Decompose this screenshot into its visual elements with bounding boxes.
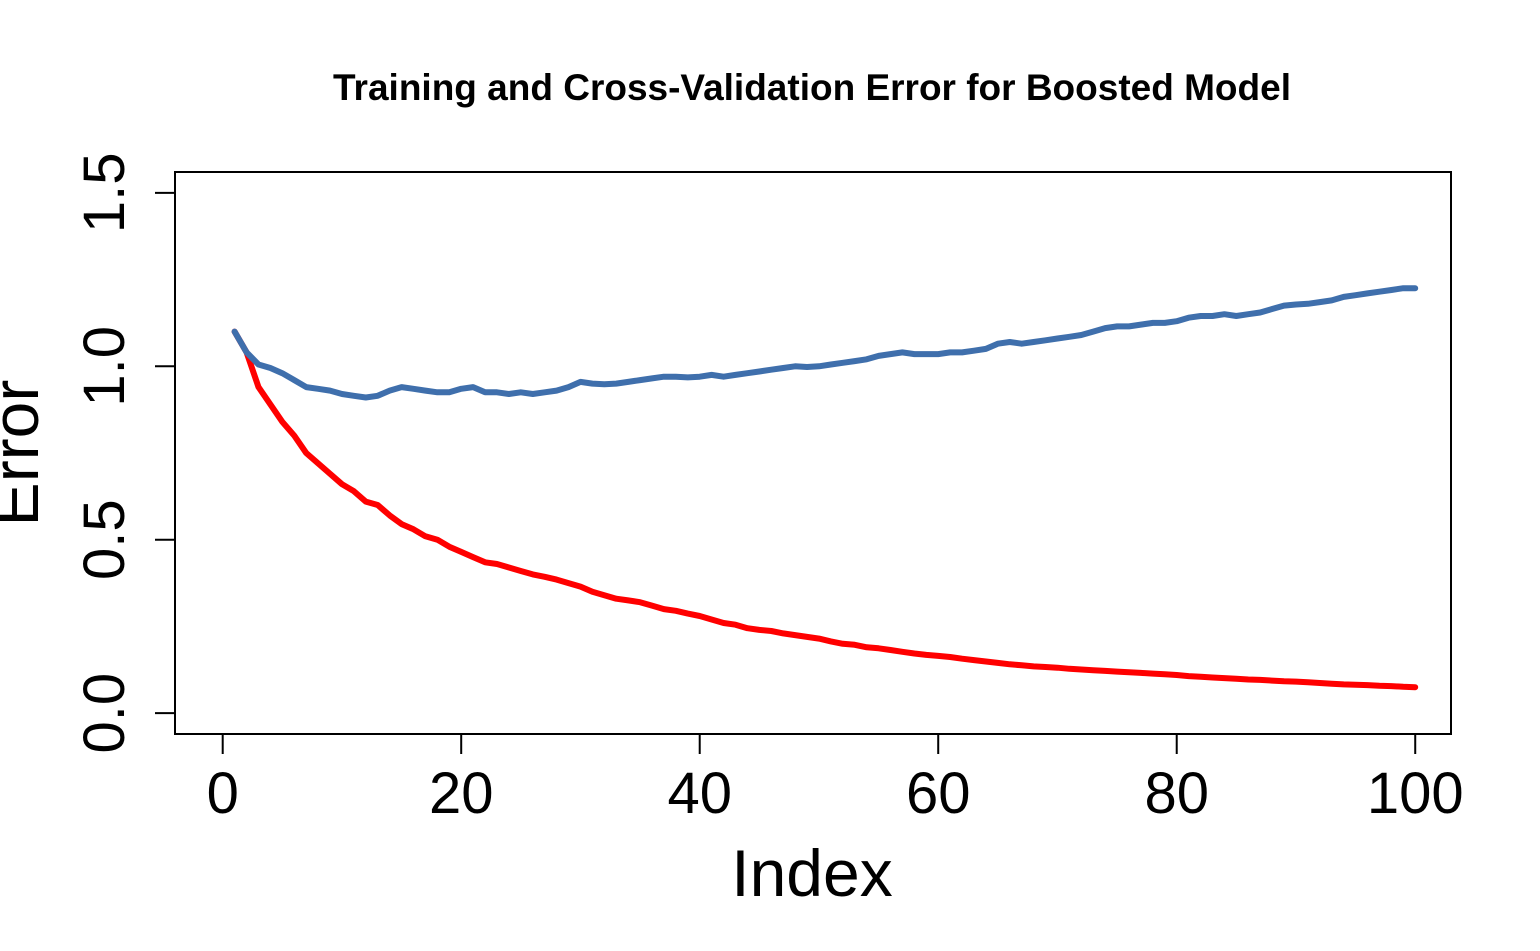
- x-tick-label: 60: [906, 761, 971, 826]
- series-line-2: [231, 285, 1419, 401]
- x-axis-label: Index: [731, 836, 892, 910]
- y-tick-label: 1.5: [72, 152, 137, 233]
- series-layer: [231, 285, 1419, 691]
- chart-title: Training and Cross-Validation Error for …: [333, 67, 1291, 108]
- x-tick-label: 20: [429, 761, 494, 826]
- y-axis-label: Error: [0, 380, 52, 527]
- series-line-1: [231, 328, 1419, 691]
- x-axis: 0 20 40 60 80 100: [207, 733, 1464, 826]
- y-tick-label: 1.0: [72, 326, 137, 407]
- x-tick-label: 40: [667, 761, 732, 826]
- x-tick-label: 80: [1144, 761, 1209, 826]
- y-tick-label: 0.0: [72, 673, 137, 754]
- plot-area-frame: [174, 171, 1452, 735]
- x-tick-label: 0: [207, 761, 239, 826]
- y-tick-label: 0.5: [72, 499, 137, 580]
- y-axis: 0.0 0.5 1.0 1.5: [72, 152, 176, 754]
- x-tick-label: 100: [1367, 761, 1464, 826]
